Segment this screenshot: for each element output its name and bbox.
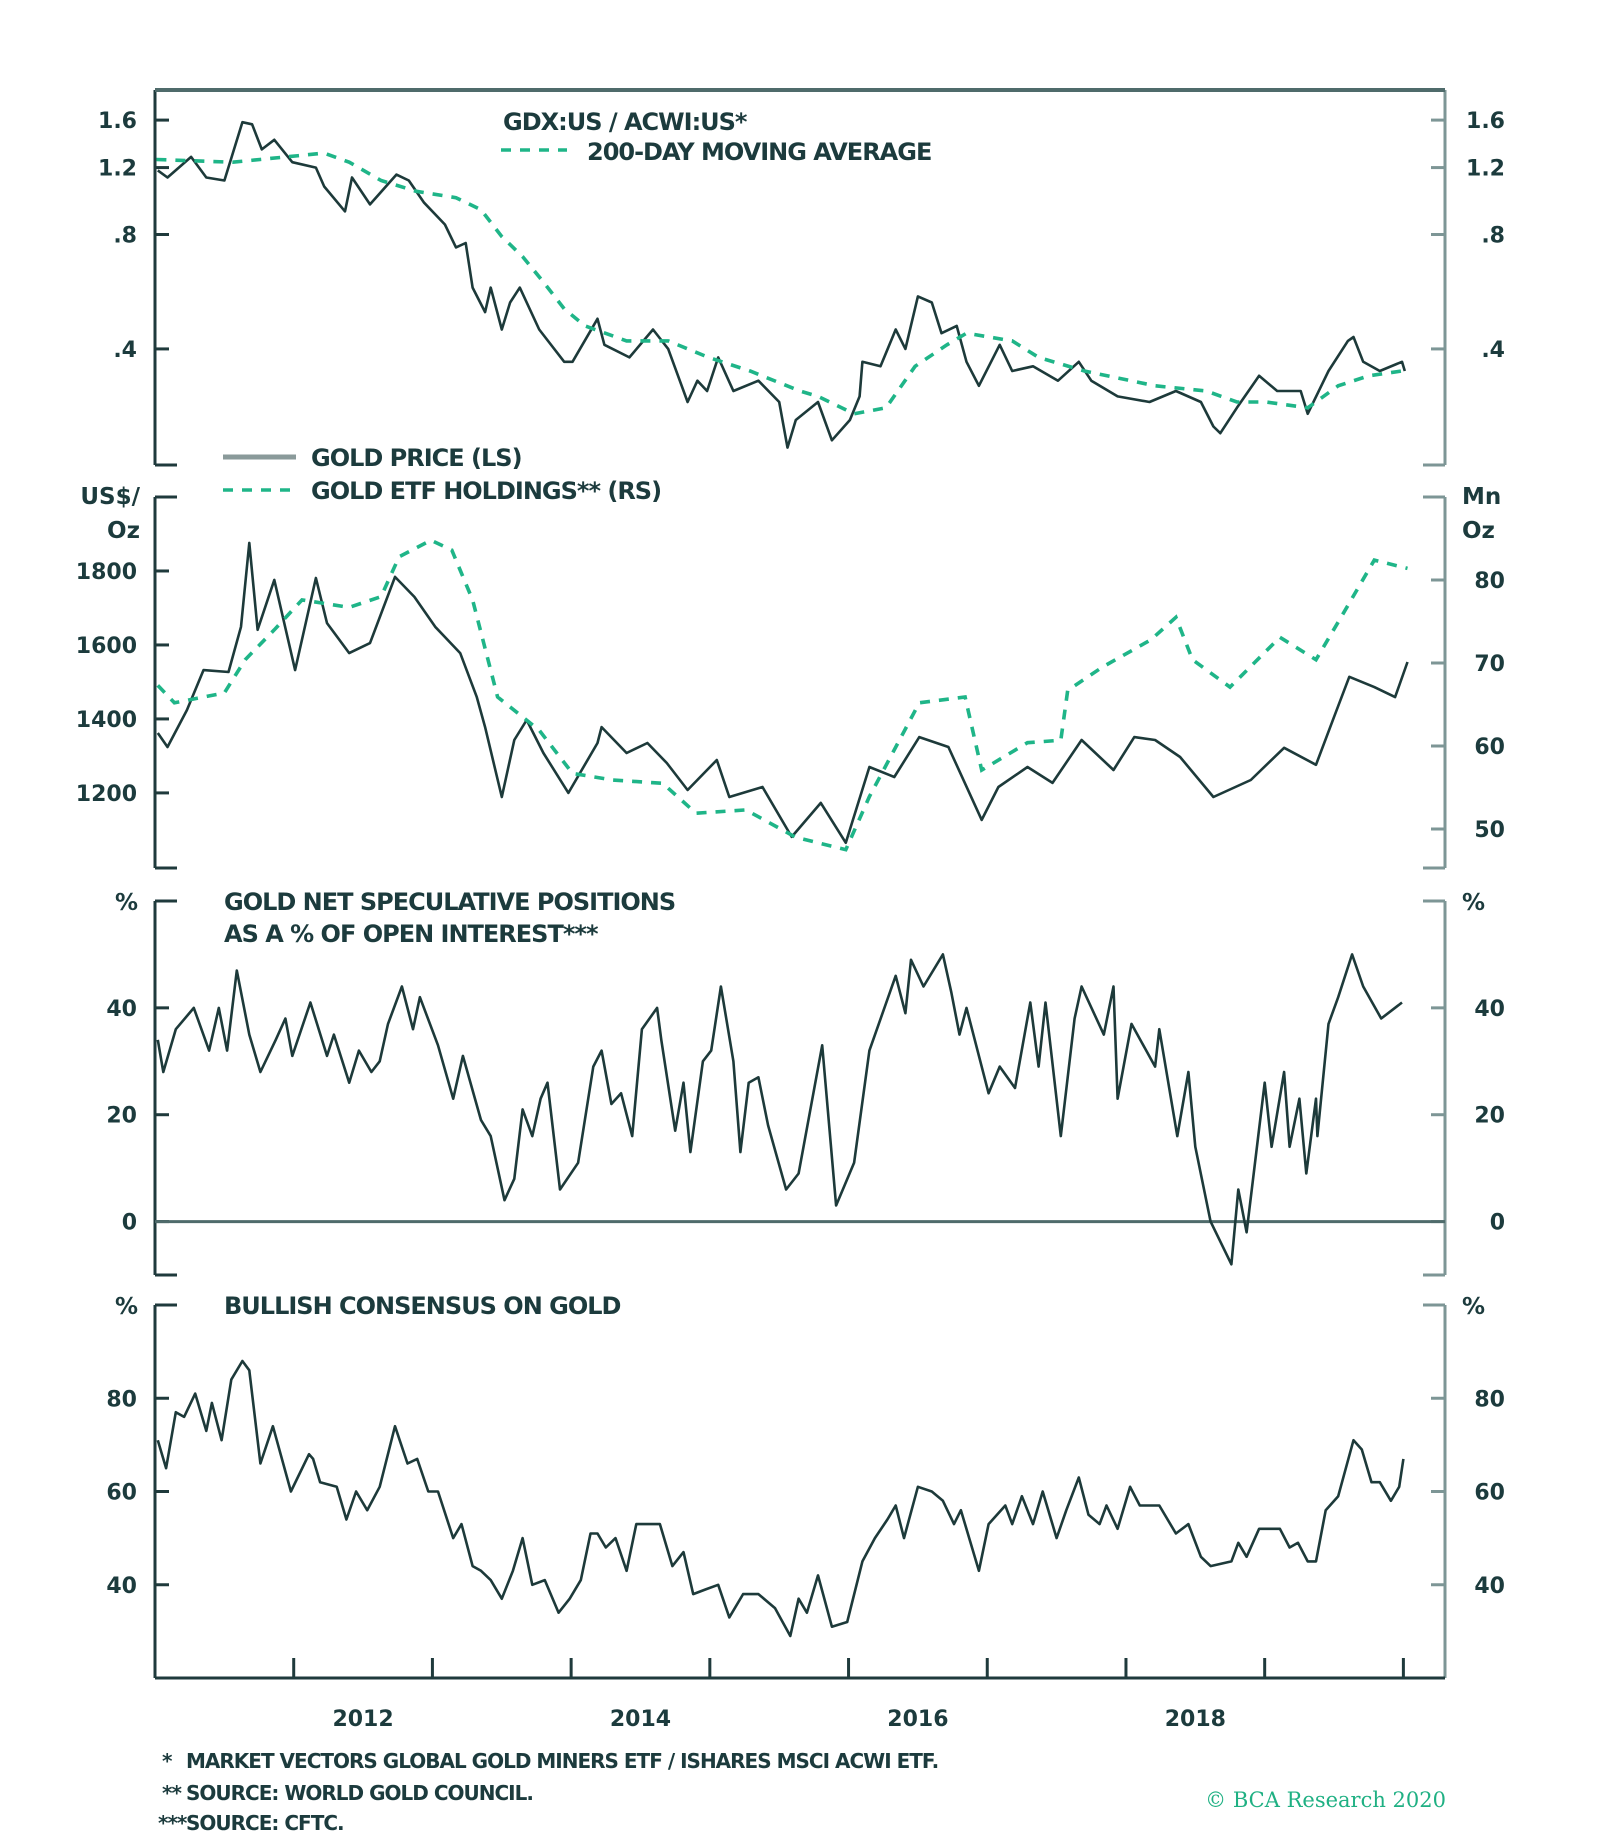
- panel2-left-unit-2: Oz: [107, 518, 140, 544]
- panel3-title-line2: AS A % OF OPEN INTEREST***: [224, 920, 599, 948]
- series-group: [156, 120, 1409, 1638]
- panel1-left-tick-label: 1.2: [98, 157, 137, 182]
- footnote-3-mark: ***: [158, 1811, 188, 1835]
- panel4-right-unit: %: [1462, 1294, 1485, 1320]
- panel4-left-tick-label: 60: [106, 1481, 137, 1506]
- panel1-left-tick-label: .4: [113, 338, 137, 363]
- panel3-left-tick-label: 0: [122, 1211, 137, 1236]
- panel4-left-tick-label: 80: [106, 1387, 137, 1412]
- axes-group: 1.6 1.2 .8 .4 1.6 1.2 .8 .4 1800 1600 1400 1200 80 70…: [76, 88, 1505, 1678]
- series-gdx-us-acwi-us-line: [157, 120, 1407, 449]
- panel2-left-tick-label: 1800: [76, 560, 137, 585]
- x-axis-label: 2016: [887, 1707, 948, 1732]
- footnote-3-text: SOURCE: CFTC.: [186, 1811, 344, 1835]
- legend-etf-label: GOLD ETF HOLDINGS** (RS): [311, 477, 661, 505]
- footnote-2-mark: **: [162, 1781, 182, 1805]
- panel4-right-tick-label: 40: [1474, 1574, 1505, 1599]
- panel3-right-tick-label: 20: [1474, 1104, 1505, 1129]
- legend-ma-label: 200-DAY MOVING AVERAGE: [587, 138, 931, 166]
- panel2-right-tick-label: 70: [1474, 652, 1505, 677]
- panel4-title: BULLISH CONSENSUS ON GOLD: [224, 1292, 621, 1320]
- panel2-right-unit-1: Mn: [1462, 484, 1501, 510]
- panel2-left-tick-label: 1600: [76, 634, 137, 659]
- panel3-title-line1: GOLD NET SPECULATIVE POSITIONS: [224, 888, 675, 916]
- series-gold-etf-holdings-rs-line: [156, 538, 1408, 852]
- x-axis-label: 2012: [332, 1707, 393, 1732]
- panel3-right-unit: %: [1462, 890, 1485, 916]
- panel4-left-unit: %: [115, 1294, 138, 1320]
- series-200-day-moving-average-line: [156, 151, 1403, 416]
- panel2-left-unit-1: US$/: [80, 484, 140, 510]
- panel2-right-tick-label: 80: [1474, 569, 1505, 594]
- panel4-right-tick-label: 60: [1474, 1481, 1505, 1506]
- panel2-left-tick-label: 1400: [76, 708, 137, 733]
- panel3-left-tick-label: 20: [106, 1104, 137, 1129]
- x-axis-label: 2014: [610, 1707, 671, 1732]
- footnote-1-mark: *: [162, 1749, 173, 1773]
- x-axis: 2012 2014 2016 2018: [155, 1658, 1445, 1732]
- panel2-right-tick-label: 50: [1474, 818, 1505, 843]
- panel1-left-tick-label: 1.6: [98, 109, 137, 134]
- x-axis-label: 2018: [1165, 1707, 1226, 1732]
- panel4-right-tick-label: 80: [1474, 1387, 1505, 1412]
- series-bullish-consensus-on-gold-line: [156, 1359, 1405, 1638]
- panel3-left-unit: %: [115, 890, 138, 916]
- series-gold-price-ls-line: [156, 541, 1409, 845]
- panel1-right-tick-label: .4: [1481, 338, 1505, 363]
- legend-gold-price-label: GOLD PRICE (LS): [311, 444, 522, 472]
- panel1-right-tick-label: 1.6: [1466, 109, 1505, 134]
- panel3-left-tick-label: 40: [106, 997, 137, 1022]
- panel3-right-tick-label: 0: [1490, 1211, 1505, 1236]
- panel2-left-tick-label: 1200: [76, 782, 137, 807]
- panel1-title: GDX:US / ACWI:US*: [503, 108, 748, 136]
- copyright: © BCA Research 2020: [1205, 1788, 1446, 1812]
- panel4-left-tick-label: 40: [106, 1574, 137, 1599]
- panel2-right-unit-2: Oz: [1462, 518, 1495, 544]
- panel1-left-tick-label: .8: [113, 224, 137, 249]
- series-net-speculative-positions-of-oi-line: [156, 953, 1403, 1266]
- footnote-2-text: SOURCE: WORLD GOLD COUNCIL.: [186, 1781, 533, 1805]
- panel3-right-tick-label: 40: [1474, 997, 1505, 1022]
- footnote-1-text: MARKET VECTORS GLOBAL GOLD MINERS ETF / …: [186, 1749, 938, 1773]
- panel1-right-tick-label: .8: [1481, 224, 1505, 249]
- panel2-right-tick-label: 60: [1474, 735, 1505, 760]
- panel1-right-tick-label: 1.2: [1466, 157, 1505, 182]
